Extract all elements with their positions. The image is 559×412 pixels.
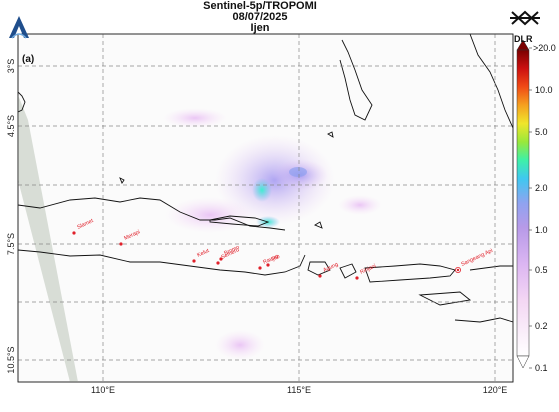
colorbar-bottom-arrow: [516, 355, 530, 369]
lat-tick-7-5s: 7.5°S: [6, 233, 16, 255]
lon-tick-115: 115°E: [287, 385, 311, 395]
dlr-logo-text: DLR: [514, 34, 533, 44]
svg-text:Kelut: Kelut: [196, 248, 210, 259]
so2-plume-core: [252, 178, 272, 202]
graticule: [18, 34, 513, 382]
colorbar: >20.0 10.0 5.0 2.0 1.0 0.5 0.2 0.1: [516, 39, 556, 373]
lat-tick-4-5s: 4.5°S: [6, 115, 16, 137]
so2-plume-west: [165, 197, 255, 233]
no-data-swath: [18, 95, 78, 382]
so2-plume-south: [215, 330, 265, 360]
colorbar-label-5: 5.0: [535, 127, 548, 137]
lon-tick-110: 110°E: [91, 385, 115, 395]
colorbar-label-20: >20.0: [533, 43, 556, 53]
lat-tick-3s: 3°S: [6, 59, 16, 74]
volcano-kelut: Kelut: [192, 248, 211, 263]
colorbar-label-2: 2.0: [535, 183, 548, 193]
title-volcano: Ijen: [250, 22, 270, 34]
volcano-ijen: Ijen: [266, 254, 281, 267]
colorbar-body: [516, 49, 530, 357]
lat-tick-10-5s: 10.5°S: [6, 346, 16, 373]
latitude-labels: 3°S 4.5°S 7.5°S 10.5°S: [6, 59, 16, 374]
panel-label: (a): [22, 54, 35, 65]
svg-text:Ijen: Ijen: [270, 254, 281, 263]
so2-plume-east2: [338, 195, 382, 215]
so2-plume-core3: [289, 167, 307, 177]
satellite-agency-logo: [9, 16, 29, 39]
lon-tick-120: 120°E: [483, 385, 508, 395]
colorbar-label-0-2: 0.2: [535, 321, 548, 331]
coastlines: [18, 34, 513, 323]
so2-plume-north: [163, 108, 227, 128]
colorbar-label-0-1: 0.1: [535, 363, 548, 373]
longitude-labels: 110°E 115°E 120°E: [91, 385, 507, 395]
colorbar-label-1: 1.0: [535, 225, 548, 235]
title-date: 08/07/2025: [232, 11, 288, 23]
colorbar-label-10: 10.0: [535, 85, 553, 95]
title-line-1: Sentinel-5p/TROPOMI: [203, 0, 317, 12]
dlr-logo: [510, 10, 540, 26]
colorbar-label-0-5: 0.5: [535, 265, 548, 275]
